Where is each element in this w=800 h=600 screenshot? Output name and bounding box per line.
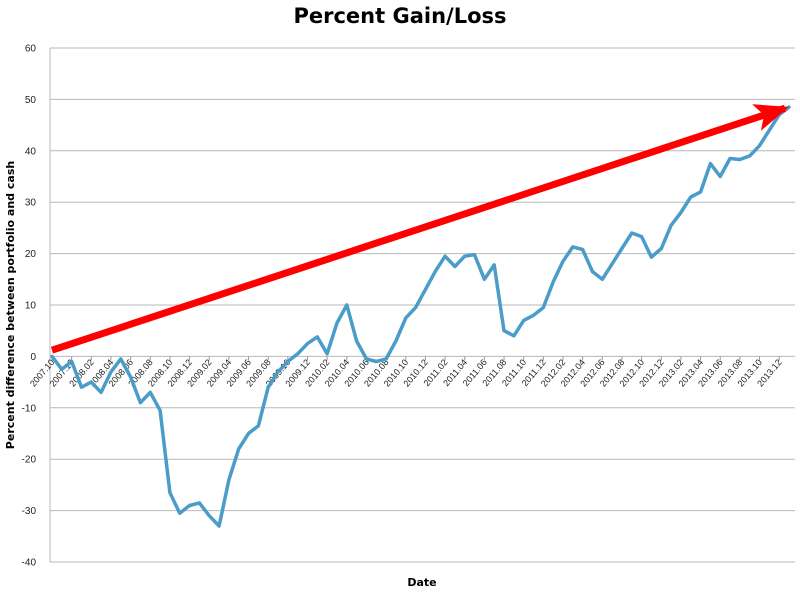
y-tick-label: 30 xyxy=(25,198,37,209)
y-tick-label: 20 xyxy=(25,249,37,260)
chart-title: Percent Gain/Loss xyxy=(293,4,507,28)
y-tick-label: -20 xyxy=(22,455,37,466)
y-tick-label: -10 xyxy=(22,403,37,414)
y-tick-label: 0 xyxy=(30,352,36,363)
y-tick-label: 50 xyxy=(25,95,37,106)
grid xyxy=(49,47,795,563)
series-line xyxy=(50,105,791,528)
y-axis-title: Percent difference between portfolio and… xyxy=(4,161,17,449)
x-axis-ticks: 2007.102007.122008.022008.042008.062008.… xyxy=(28,356,784,389)
series-layer xyxy=(50,105,791,528)
annotation-layer xyxy=(50,104,789,354)
trend-arrow xyxy=(50,104,789,354)
y-tick-label: 10 xyxy=(25,301,37,312)
y-tick-label: 60 xyxy=(25,44,37,55)
x-axis-title: Date xyxy=(407,576,436,589)
y-tick-label: -30 xyxy=(22,506,37,517)
y-tick-label: -40 xyxy=(22,558,37,569)
y-tick-label: 40 xyxy=(25,146,37,157)
y-axis-ticks: 60 50 40 30 20 10 0 -10 -20 -30 -40 xyxy=(22,44,37,569)
